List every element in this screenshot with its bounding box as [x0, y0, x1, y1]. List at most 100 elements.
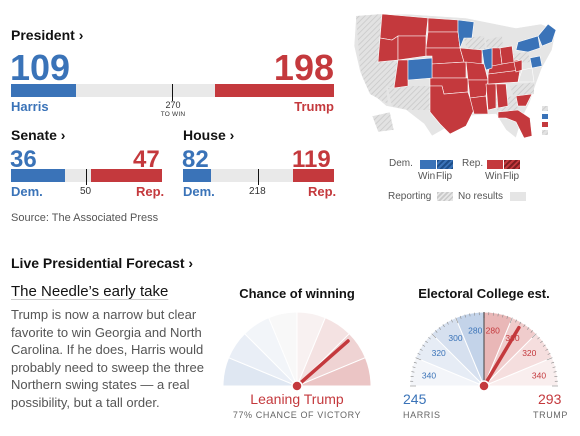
small-state-box [542, 122, 548, 127]
ec-tick-mark [540, 340, 543, 344]
ec-tick-mark [412, 366, 416, 368]
house-header-link[interactable]: House › [183, 127, 235, 143]
ec-tick-mark [523, 324, 526, 328]
senate-rep-count: 47 [133, 146, 160, 173]
small-state-box [542, 130, 548, 135]
legend-rep-flip: Flip [503, 171, 520, 182]
ec-tick-mark [542, 344, 546, 347]
ec-tick-mark [502, 314, 504, 318]
senate-dem-count: 36 [10, 146, 37, 173]
state-co [407, 57, 433, 81]
state-ca-reporting [360, 62, 388, 104]
ec-tick-mark [509, 317, 513, 324]
chance-subtext: 77% CHANCE OF VICTORY [232, 410, 362, 420]
ec-tick-mark [515, 319, 517, 323]
state-ar [467, 79, 489, 99]
state-va-no-results [517, 67, 535, 83]
ec-tick-mark [552, 366, 556, 368]
state-id [377, 35, 399, 63]
source-note: Source: The Associated Press [11, 212, 159, 224]
legend-rep-win-swatch [487, 160, 503, 169]
ec-tick-mark [451, 319, 453, 323]
ec-trump-value: 293 [538, 391, 562, 407]
ec-tick-mark [446, 321, 449, 325]
president-threshold-label: 270 TO WIN [157, 101, 189, 119]
house-rep-count: 119 [292, 146, 331, 173]
legend-rep-flip-swatch [504, 160, 520, 169]
ec-tick-mark [469, 313, 471, 317]
ec-tick-mark [413, 361, 417, 364]
legend-dem-flip: Flip [436, 171, 453, 182]
house-threshold-marker [258, 169, 259, 185]
ec-tick-mark [530, 330, 534, 333]
ec-tick-label: 280 [468, 326, 482, 336]
state-nv-reporting [378, 60, 398, 88]
ec-tick-mark [411, 371, 415, 373]
state-az-reporting [388, 86, 408, 110]
ec-needle-hub [478, 380, 490, 392]
state-wy [397, 35, 427, 61]
state-fl [497, 109, 533, 139]
legend-no-results-swatch [510, 192, 526, 201]
president-dem-name: Harris [11, 99, 49, 114]
legend-dem-win: Win [418, 171, 436, 182]
legend-no-results-label: No results [458, 191, 504, 202]
ec-tick-mark [545, 348, 549, 351]
ec-gauge-title: Electoral College est. [418, 286, 550, 301]
ec-tick-label: 320 [432, 348, 446, 358]
ec-harris-label: HARRIS [403, 410, 441, 420]
ec-tick-mark [506, 315, 509, 319]
forecast-header-link[interactable]: Live Presidential Forecast › [11, 255, 194, 271]
president-dem-segment [11, 84, 77, 97]
house-dem-segment [183, 169, 212, 182]
ec-tick-mark [434, 330, 438, 333]
president-rep-count: 198 [273, 47, 334, 88]
president-rep-segment [215, 84, 334, 97]
state-ny [515, 35, 541, 53]
senate-rep-label: Rep. [136, 184, 165, 199]
house-threshold-value: 218 [249, 186, 266, 197]
needle-description: Trump is now a narrow but clear favorite… [11, 307, 204, 410]
legend-dem-label: Dem. [389, 158, 413, 169]
state-ks [431, 61, 467, 79]
president-header-link[interactable]: President › [11, 27, 84, 43]
state-mn [457, 19, 475, 49]
ec-tick-mark [415, 357, 422, 361]
legend-rep-win: Win [485, 171, 503, 182]
small-state-box [542, 106, 548, 111]
ec-tick-label: 300 [448, 333, 462, 343]
state-ut [393, 59, 409, 89]
senate-header-link[interactable]: Senate › [11, 127, 66, 143]
state-il [481, 47, 493, 71]
state-ms [485, 83, 497, 111]
senate-rep-segment [91, 169, 162, 182]
state-nc-reporting [510, 82, 534, 98]
chance-needle [295, 339, 350, 388]
house-rep-segment [292, 169, 334, 182]
ec-tick-mark [553, 371, 557, 373]
legend-reporting-label: Reporting [388, 191, 432, 202]
chance-gauge [222, 311, 372, 392]
ec-tick-mark [547, 353, 551, 355]
ec-tick-mark [425, 340, 428, 344]
state-wa-reporting [356, 14, 382, 40]
chance-needle-hub [291, 380, 303, 392]
needle-title-link[interactable]: The Needle’s early take [11, 283, 169, 300]
ec-harris-value: 245 [403, 391, 427, 407]
ec-tick-mark [546, 357, 553, 361]
state-or-reporting [358, 38, 380, 66]
ec-tick-mark [428, 336, 431, 340]
small-state-box [542, 114, 548, 119]
president-threshold-sub: TO WIN [160, 111, 186, 118]
ec-tick-label: 280 [486, 326, 500, 336]
ec-tick-mark [438, 327, 442, 330]
house-bar [183, 169, 334, 182]
state-new-england [537, 23, 557, 47]
ec-needle [482, 325, 521, 388]
us-results-map[interactable] [346, 6, 572, 152]
ec-tick-mark [431, 333, 437, 339]
legend-reporting-swatch [437, 192, 453, 201]
state-al [495, 83, 509, 109]
state-nj [529, 55, 543, 69]
state-sd [425, 31, 461, 49]
